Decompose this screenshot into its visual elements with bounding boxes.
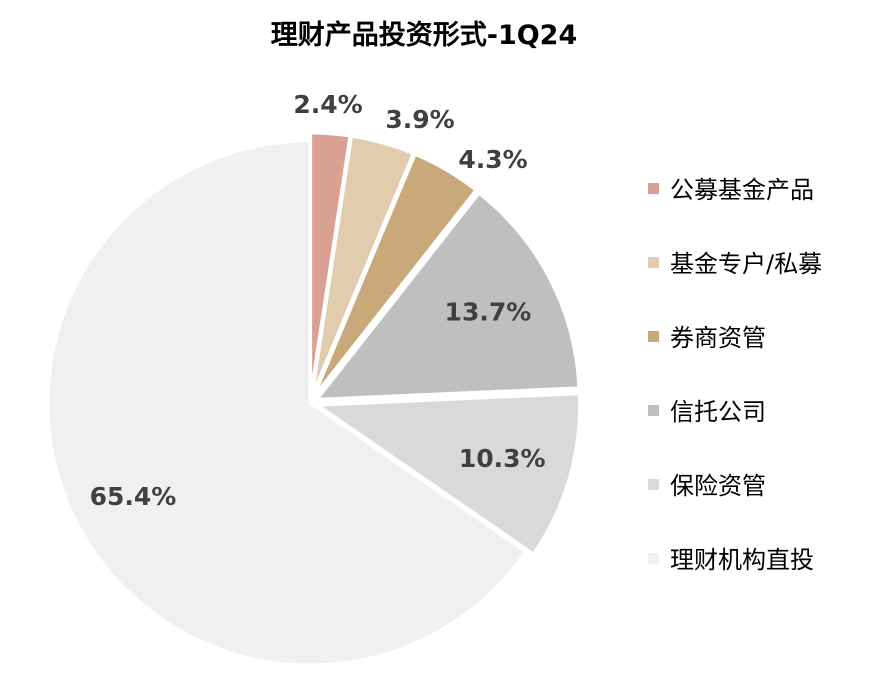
data-label: 2.4% (293, 90, 362, 119)
legend-label: 理财机构直投 (670, 546, 814, 574)
data-label: 4.3% (458, 145, 527, 174)
pie-slice (313, 392, 582, 556)
legend-swatch (648, 553, 659, 564)
legend-swatch (648, 479, 659, 490)
legend-swatch (648, 331, 659, 342)
pie-slice (312, 152, 479, 398)
legend-swatch (648, 183, 659, 194)
data-label: 3.9% (385, 105, 454, 134)
legend-label: 券商资管 (670, 324, 766, 352)
legend-label: 保险资管 (670, 472, 766, 500)
legend-label: 基金专户/私募 (670, 250, 822, 278)
data-label: 13.7% (445, 298, 532, 327)
data-label: 10.3% (459, 444, 546, 473)
pie-slices (46, 131, 582, 667)
legend-label: 信托公司 (670, 398, 766, 426)
data-label: 65.4% (90, 482, 177, 511)
pie-slice (310, 134, 416, 396)
pie-slice (46, 139, 528, 667)
pie-data-labels: 2.4% 3.9%4.3% 13.7% 10.3% 65.4% (90, 90, 546, 511)
legend-label: 公募基金产品 (670, 176, 814, 204)
chart-title: 理财产品投资形式-1Q24 (271, 20, 578, 51)
legend-swatch (648, 405, 659, 416)
pie-slice (313, 191, 581, 401)
pie-slice (309, 131, 352, 396)
legend-swatch (648, 257, 659, 268)
